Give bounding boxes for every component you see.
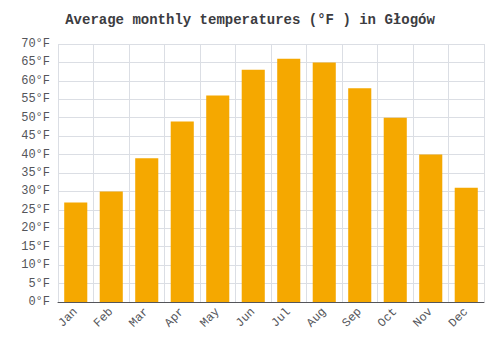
svg-text:May: May [198, 305, 223, 330]
svg-text:60°F: 60°F [21, 74, 50, 88]
svg-text:25°F: 25°F [21, 203, 50, 217]
svg-text:Mar: Mar [127, 305, 152, 330]
svg-text:70°F: 70°F [21, 37, 50, 51]
svg-text:65°F: 65°F [21, 55, 50, 69]
svg-text:Feb: Feb [91, 305, 116, 330]
svg-text:Oct: Oct [375, 305, 400, 330]
svg-text:Jun: Jun [233, 305, 258, 330]
svg-text:10°F: 10°F [21, 258, 50, 272]
svg-text:0°F: 0°F [28, 295, 50, 309]
svg-text:55°F: 55°F [21, 92, 50, 106]
svg-text:5°F: 5°F [28, 277, 50, 291]
svg-text:Dec: Dec [446, 305, 471, 330]
svg-text:Apr: Apr [162, 305, 187, 330]
svg-text:Aug: Aug [304, 305, 329, 330]
svg-text:Jan: Jan [56, 305, 81, 330]
svg-text:50°F: 50°F [21, 111, 50, 125]
svg-text:35°F: 35°F [21, 166, 50, 180]
svg-text:Nov: Nov [411, 305, 436, 330]
svg-text:40°F: 40°F [21, 148, 50, 162]
svg-text:Average monthly temperatures (: Average monthly temperatures (°F ) in Gł… [65, 12, 435, 28]
svg-text:Jul: Jul [269, 305, 294, 330]
svg-text:15°F: 15°F [21, 240, 50, 254]
svg-text:45°F: 45°F [21, 129, 50, 143]
svg-text:30°F: 30°F [21, 184, 50, 198]
svg-text:Sep: Sep [340, 305, 365, 330]
svg-text:20°F: 20°F [21, 221, 50, 235]
